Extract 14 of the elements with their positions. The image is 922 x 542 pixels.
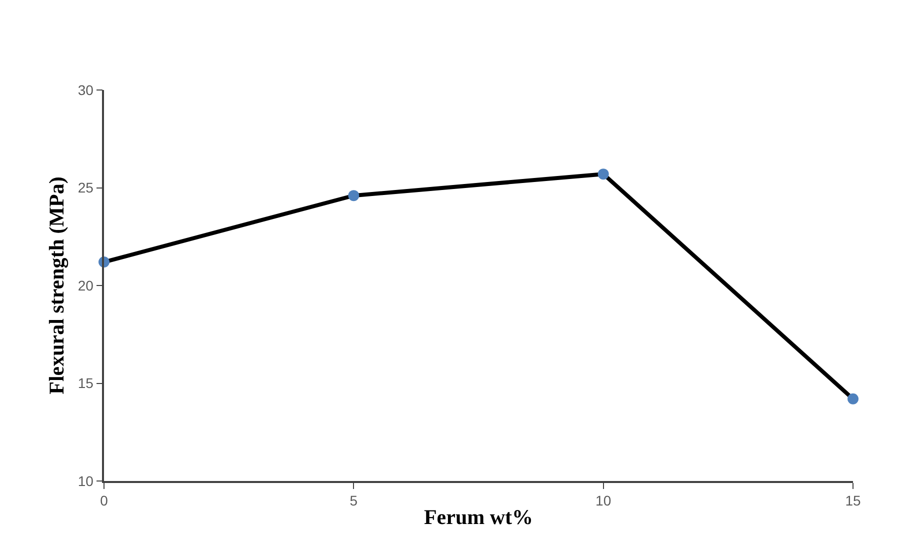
y-axis-title: Flexural strength (MPa) <box>44 176 69 394</box>
x-tick-label: 5 <box>350 492 358 509</box>
point <box>598 168 609 180</box>
x-tick-label: 10 <box>596 492 612 509</box>
x-tick-label: 0 <box>100 492 108 509</box>
point <box>848 393 858 404</box>
point <box>348 190 360 202</box>
y-tick-label: 25 <box>78 180 94 196</box>
x-tick-label: 15 <box>845 492 861 509</box>
y-tick-label: 30 <box>78 82 94 98</box>
y-tick-label: 10 <box>78 472 94 489</box>
y-tick-label: 15 <box>78 375 94 392</box>
x-axis-title: Ferum wt% <box>424 505 534 530</box>
y-tick-label: 20 <box>78 277 94 294</box>
